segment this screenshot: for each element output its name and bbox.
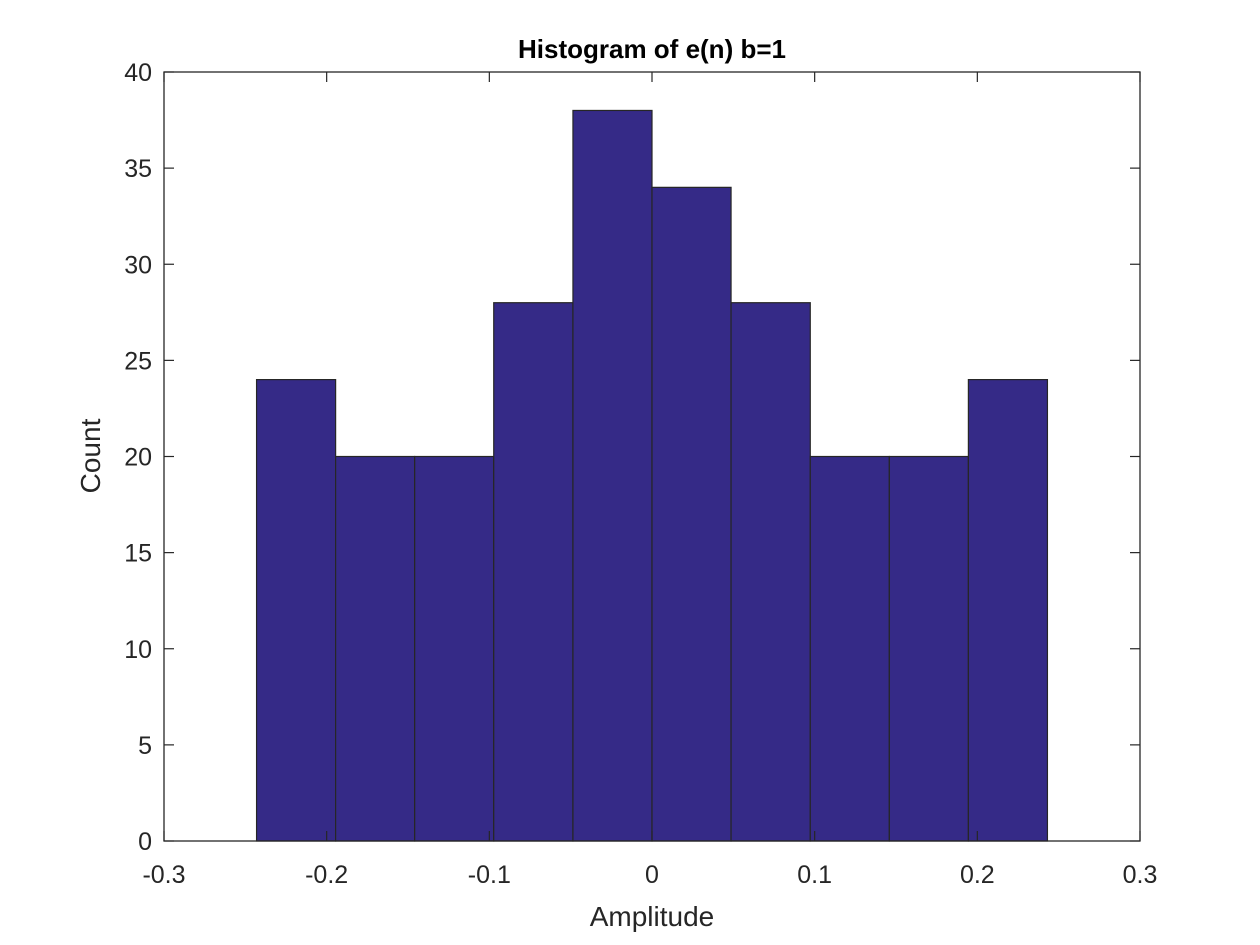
histogram-bar (651, 186, 732, 842)
y-tick-label: 0 (138, 828, 152, 856)
histogram-bar (888, 455, 969, 842)
histogram-bar (493, 302, 574, 842)
y-tick-label: 15 (124, 540, 152, 568)
x-tick-label: -0.1 (468, 861, 511, 889)
x-axis-label: Amplitude (590, 901, 715, 932)
histogram-bar (967, 379, 1049, 842)
x-tick-label: 0.3 (1123, 861, 1158, 889)
y-tick-label: 10 (124, 636, 152, 664)
x-tick-label: 0 (645, 861, 659, 889)
x-tick-label: 0.1 (797, 861, 832, 889)
histogram-bar (730, 302, 811, 842)
y-axis-label: Count (75, 418, 106, 493)
chart-title: Histogram of e(n) b=1 (518, 34, 786, 64)
y-tick-label: 20 (124, 444, 152, 472)
y-tick-labels: 0 5 10 15 20 25 30 35 40 (124, 59, 152, 856)
histogram-bar (414, 455, 495, 842)
bars-group (255, 109, 1049, 842)
y-tick-label: 30 (124, 251, 152, 279)
y-tick-label: 35 (124, 155, 152, 183)
x-tick-labels: -0.3 -0.2 -0.1 0 0.1 0.2 0.3 (142, 861, 1157, 889)
histogram-bar (335, 455, 416, 842)
y-tick-label: 40 (124, 59, 152, 87)
histogram-bar (572, 109, 653, 842)
x-tick-label: -0.2 (305, 861, 348, 889)
y-tick-label: 25 (124, 347, 152, 375)
histogram-bar (255, 379, 337, 842)
histogram-bar (809, 455, 890, 842)
axes-frame (163, 71, 1141, 842)
x-tick-label: 0.2 (960, 861, 995, 889)
x-tick-label: -0.3 (142, 861, 185, 889)
y-tick-label: 5 (138, 732, 152, 760)
